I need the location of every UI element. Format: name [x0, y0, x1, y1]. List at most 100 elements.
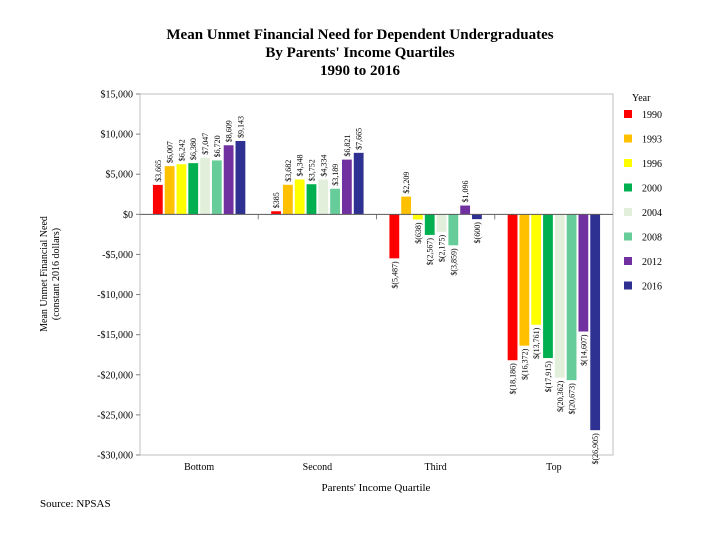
y-tick-label: -$5,000 — [102, 250, 133, 261]
legend-swatch-2004 — [624, 208, 632, 216]
plot-frame — [139, 93, 614, 456]
bar-second-2004 — [318, 179, 329, 215]
bar-top-2016 — [590, 214, 601, 431]
data-label: $7,047 — [201, 133, 210, 155]
bar-top-2004 — [554, 214, 565, 378]
legend-swatch-1990 — [624, 110, 632, 118]
bar-bottom-2012 — [223, 145, 234, 215]
data-label: $6,007 — [166, 141, 175, 163]
bar-third-1993 — [401, 196, 412, 215]
y-tick-label: -$15,000 — [97, 330, 133, 341]
bar-second-2000 — [306, 184, 317, 215]
bar-third-2016 — [472, 214, 482, 220]
y-tick-label: $15,000 — [101, 90, 134, 101]
x-axis-title: Parents' Income Quartile — [322, 482, 431, 494]
bar-second-1990 — [271, 211, 281, 215]
data-label: $(2,175) — [438, 234, 447, 262]
legend-swatch-2016 — [624, 281, 632, 290]
data-label: $7,665 — [355, 128, 364, 150]
legend-swatch-2000 — [624, 183, 632, 192]
data-label: $8,609 — [225, 120, 234, 142]
legend-label-1990: 1990 — [642, 110, 662, 121]
data-label: $6,720 — [213, 135, 222, 157]
data-label: $(600) — [473, 222, 482, 244]
legend-label-2016: 2016 — [642, 282, 662, 293]
data-label: $3,189 — [331, 164, 340, 186]
bar-second-2016 — [353, 152, 364, 215]
bar-bottom-2008 — [211, 160, 222, 215]
legend-label-1993: 1993 — [642, 135, 662, 146]
data-label: $4,334 — [319, 155, 328, 177]
bar-third-2012 — [460, 205, 471, 215]
legend-swatch-2008 — [624, 232, 632, 241]
legend-label-2008: 2008 — [642, 233, 662, 244]
y-tick-label: -$20,000 — [97, 370, 133, 381]
legend-label-2012: 2012 — [642, 257, 662, 268]
data-label: $3,752 — [307, 159, 316, 181]
data-label: $(5,487) — [390, 261, 399, 289]
x-tick-label: Top — [546, 462, 561, 473]
data-label: $6,242 — [177, 139, 186, 161]
data-label: $1,096 — [461, 181, 470, 203]
bar-bottom-2004 — [200, 157, 210, 215]
legend-swatch-1996 — [624, 159, 632, 167]
data-label: $3,665 — [154, 160, 163, 182]
legend-label-2000: 2000 — [642, 184, 662, 195]
chart-title-line-2: By Parents' Income Quartiles — [265, 45, 455, 61]
bar-third-1990 — [389, 214, 400, 259]
bar-top-1996 — [531, 214, 542, 325]
bar-top-1990 — [507, 214, 518, 361]
bar-top-2012 — [578, 214, 589, 332]
data-label: $(2,567) — [426, 238, 435, 266]
bar-third-2008 — [448, 214, 459, 246]
data-label: $3,682 — [284, 160, 293, 182]
data-label: $(20,673) — [568, 383, 577, 415]
y-tick-label: -$25,000 — [97, 410, 133, 421]
data-label: $9,143 — [236, 116, 245, 138]
data-label: $4,348 — [296, 154, 305, 176]
bar-third-1996 — [413, 214, 423, 220]
y-tick-label: -$30,000 — [97, 451, 133, 462]
data-label: $(26,905) — [591, 433, 600, 465]
data-label: $385 — [272, 192, 281, 208]
data-label: $6,380 — [189, 138, 198, 160]
bar-top-1993 — [519, 214, 530, 346]
legend-swatch-1993 — [624, 134, 632, 143]
data-label: $(13,761) — [532, 327, 541, 359]
data-label: $(18,186) — [509, 363, 518, 395]
y-tick-label: $10,000 — [101, 130, 134, 141]
source-note: Source: NPSAS — [40, 498, 111, 510]
bar-bottom-1990 — [152, 184, 163, 215]
bar-second-2012 — [341, 159, 352, 215]
legend-label-2004: 2004 — [642, 208, 662, 219]
y-tick-label: -$10,000 — [97, 290, 133, 301]
bar-second-2008 — [330, 188, 340, 215]
bar-second-1993 — [282, 184, 293, 215]
bar-bottom-2000 — [188, 163, 199, 215]
bar-bottom-1993 — [164, 166, 175, 215]
y-axis-title-line-1: Mean Unmet Financial Need — [39, 216, 50, 332]
y-tick-label: $0 — [123, 210, 133, 221]
bar-third-2000 — [424, 214, 435, 235]
data-label: $(14,607) — [579, 334, 588, 366]
legend-label-1996: 1996 — [642, 159, 662, 170]
data-label: $(17,915) — [544, 361, 553, 393]
bar-second-1996 — [294, 179, 305, 215]
bar-top-2000 — [543, 214, 553, 359]
chart-title-line-3: 1990 to 2016 — [320, 63, 400, 79]
x-tick-label: Third — [425, 462, 447, 473]
y-axis-title-line-2: (constant 2016 dollars) — [51, 228, 62, 320]
data-label: $2,209 — [402, 172, 411, 194]
x-tick-label: Bottom — [184, 462, 214, 473]
bar-top-2008 — [566, 214, 577, 381]
data-label: $(3,859) — [449, 248, 458, 276]
x-tick-label: Second — [303, 462, 332, 473]
data-label: $(20,362) — [556, 380, 565, 412]
data-label: $(16,372) — [520, 348, 529, 380]
chart-title-line-1: Mean Unmet Financial Need for Dependent … — [166, 27, 554, 43]
bar-third-2004 — [436, 214, 447, 232]
chart-title: Mean Unmet Financial Need for Dependent … — [0, 26, 720, 80]
bar-bottom-2016 — [235, 140, 246, 215]
data-label: $(638) — [414, 222, 423, 244]
